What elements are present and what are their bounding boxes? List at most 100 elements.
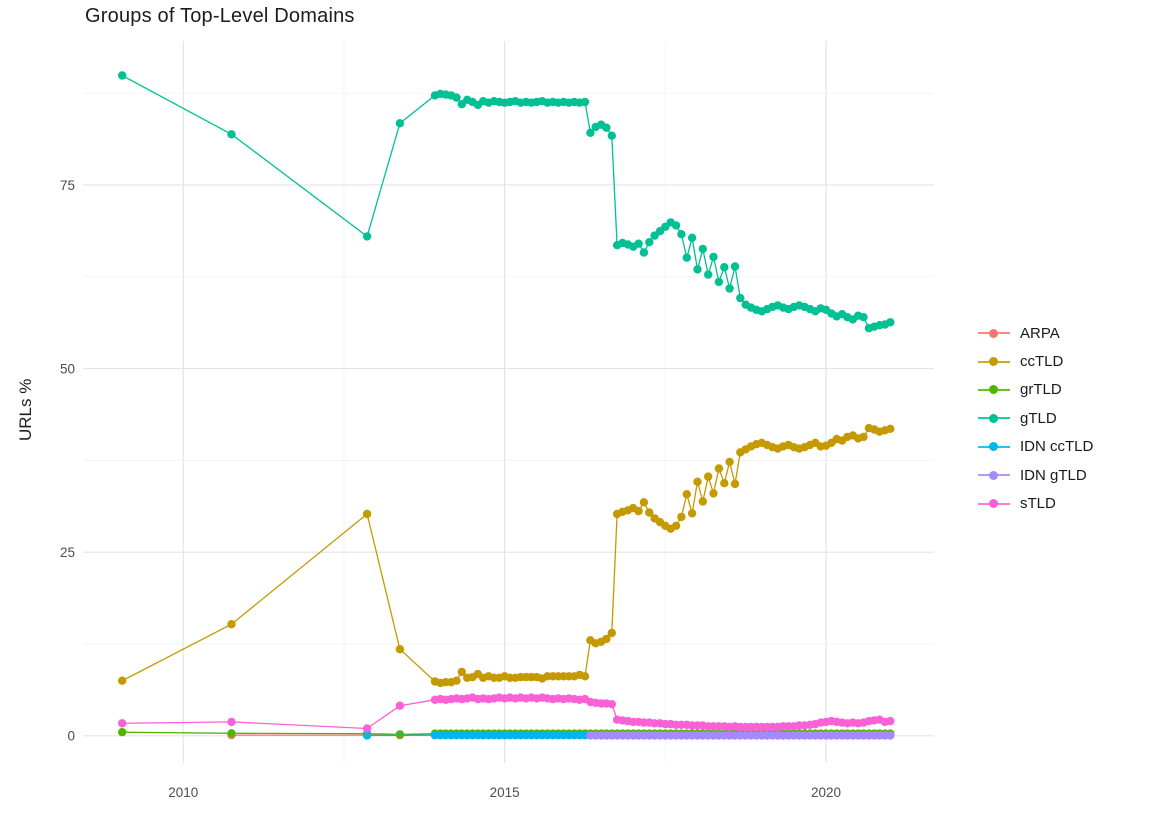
legend-label: gTLD	[1020, 409, 1057, 427]
data-point-grtld	[118, 728, 127, 737]
data-point-cctld	[682, 490, 691, 499]
legend-label: sTLD	[1020, 495, 1056, 513]
data-point-cctld	[720, 479, 729, 488]
data-point-cctld	[725, 457, 734, 467]
data-point-cctld	[886, 424, 895, 433]
grid	[83, 41, 934, 763]
data-point-gtld	[730, 262, 740, 271]
y-tick-label: 0	[67, 729, 75, 744]
data-point-gtld	[687, 233, 697, 242]
y-tick-label: 75	[60, 178, 75, 193]
series-line-cctld	[121, 427, 891, 684]
data-point-cctld	[118, 676, 127, 685]
data-point-cctld	[687, 509, 697, 518]
data-point-gtld	[671, 221, 681, 230]
data-point-gtld	[645, 238, 654, 247]
legend-label: ccTLD	[1020, 353, 1064, 371]
legend: ARPA ccTLD grTLD gTLD IDN ccTLD IDN gTLD sTLD	[978, 319, 1093, 518]
data-point-gtld	[586, 128, 595, 137]
data-point-cctld	[671, 521, 681, 530]
data-point-cctld	[602, 634, 611, 644]
data-point-cctld	[607, 628, 616, 638]
data-point-stld	[118, 719, 127, 728]
data-point-gtld	[682, 253, 691, 262]
data-point-cctld	[730, 479, 740, 489]
legend-item-idn-cctld: IDN ccTLD	[978, 433, 1093, 461]
x-axis-labels: 2010 2015 2020	[168, 785, 841, 800]
data-point-cctld	[709, 489, 718, 498]
data-point-cctld	[395, 645, 405, 654]
legend-item-grtld: grTLD	[978, 376, 1093, 404]
data-point-grtld	[227, 729, 236, 738]
data-point-cctld	[634, 506, 643, 516]
y-tick-label: 50	[60, 361, 75, 376]
data-point-idn-gtld	[886, 731, 895, 740]
data-point-stld	[227, 717, 236, 727]
x-tick-label: 2020	[811, 785, 841, 800]
legend-label: ARPA	[1020, 324, 1060, 342]
series-gtld	[118, 71, 895, 333]
data-point-grtld	[395, 730, 405, 739]
series-line-gtld	[121, 74, 891, 329]
data-point-idn-cctld	[362, 731, 372, 740]
legend-key-icon	[978, 356, 1010, 368]
data-point-stld	[395, 701, 405, 710]
y-axis-labels: 0 25 50 75	[60, 178, 75, 744]
data-point-cctld	[227, 620, 236, 629]
legend-item-arpa: ARPA	[978, 319, 1093, 347]
data-point-gtld	[395, 119, 405, 128]
legend-key-icon	[978, 498, 1010, 510]
data-point-cctld	[457, 667, 466, 677]
data-point-gtld	[580, 97, 590, 107]
data-point-gtld	[725, 284, 734, 293]
data-point-cctld	[362, 509, 372, 519]
data-point-stld	[362, 724, 372, 733]
data-point-gtld	[677, 230, 686, 239]
data-point-cctld	[580, 672, 590, 681]
legend-label: IDN ccTLD	[1020, 438, 1094, 456]
y-tick-label: 25	[60, 545, 75, 560]
legend-key-icon	[978, 384, 1010, 396]
data-point-cctld	[639, 498, 649, 507]
series-stld	[118, 693, 895, 733]
data-point-cctld	[677, 512, 686, 522]
data-point-cctld	[714, 464, 724, 473]
x-tick-label: 2010	[168, 785, 198, 800]
data-point-gtld	[698, 244, 707, 254]
legend-label: grTLD	[1020, 381, 1062, 399]
legend-key-icon	[978, 412, 1010, 424]
data-point-gtld	[736, 293, 745, 303]
data-point-cctld	[704, 472, 713, 481]
data-point-stld	[886, 716, 895, 726]
data-point-gtld	[362, 232, 372, 241]
data-point-gtld	[886, 318, 895, 327]
data-point-stld	[607, 700, 616, 709]
legend-item-cctld: ccTLD	[978, 347, 1093, 375]
data-point-gtld	[704, 270, 713, 279]
legend-key-icon	[978, 469, 1010, 481]
data-point-gtld	[118, 71, 127, 80]
legend-key-icon	[978, 327, 1010, 339]
data-point-cctld	[452, 676, 461, 685]
chart-title: Groups of Top-Level Domains	[85, 5, 355, 27]
legend-label: IDN gTLD	[1020, 466, 1087, 484]
data-point-gtld	[714, 277, 724, 287]
data-point-gtld	[452, 93, 461, 102]
series-idn-gtld	[586, 731, 895, 740]
data-point-gtld	[227, 130, 236, 139]
x-tick-label: 2015	[490, 785, 520, 800]
data-point-cctld	[859, 432, 868, 442]
data-point-gtld	[634, 239, 643, 248]
data-point-cctld	[693, 477, 702, 486]
legend-item-idn-gtld: IDN gTLD	[978, 461, 1093, 489]
data-point-gtld	[859, 313, 868, 322]
legend-key-icon	[978, 441, 1010, 453]
data-point-gtld	[639, 248, 649, 257]
legend-item-gtld: gTLD	[978, 404, 1093, 432]
data-point-gtld	[720, 263, 729, 272]
legend-item-stld: sTLD	[978, 489, 1093, 517]
data-point-gtld	[709, 252, 718, 262]
data-point-cctld	[645, 508, 654, 517]
